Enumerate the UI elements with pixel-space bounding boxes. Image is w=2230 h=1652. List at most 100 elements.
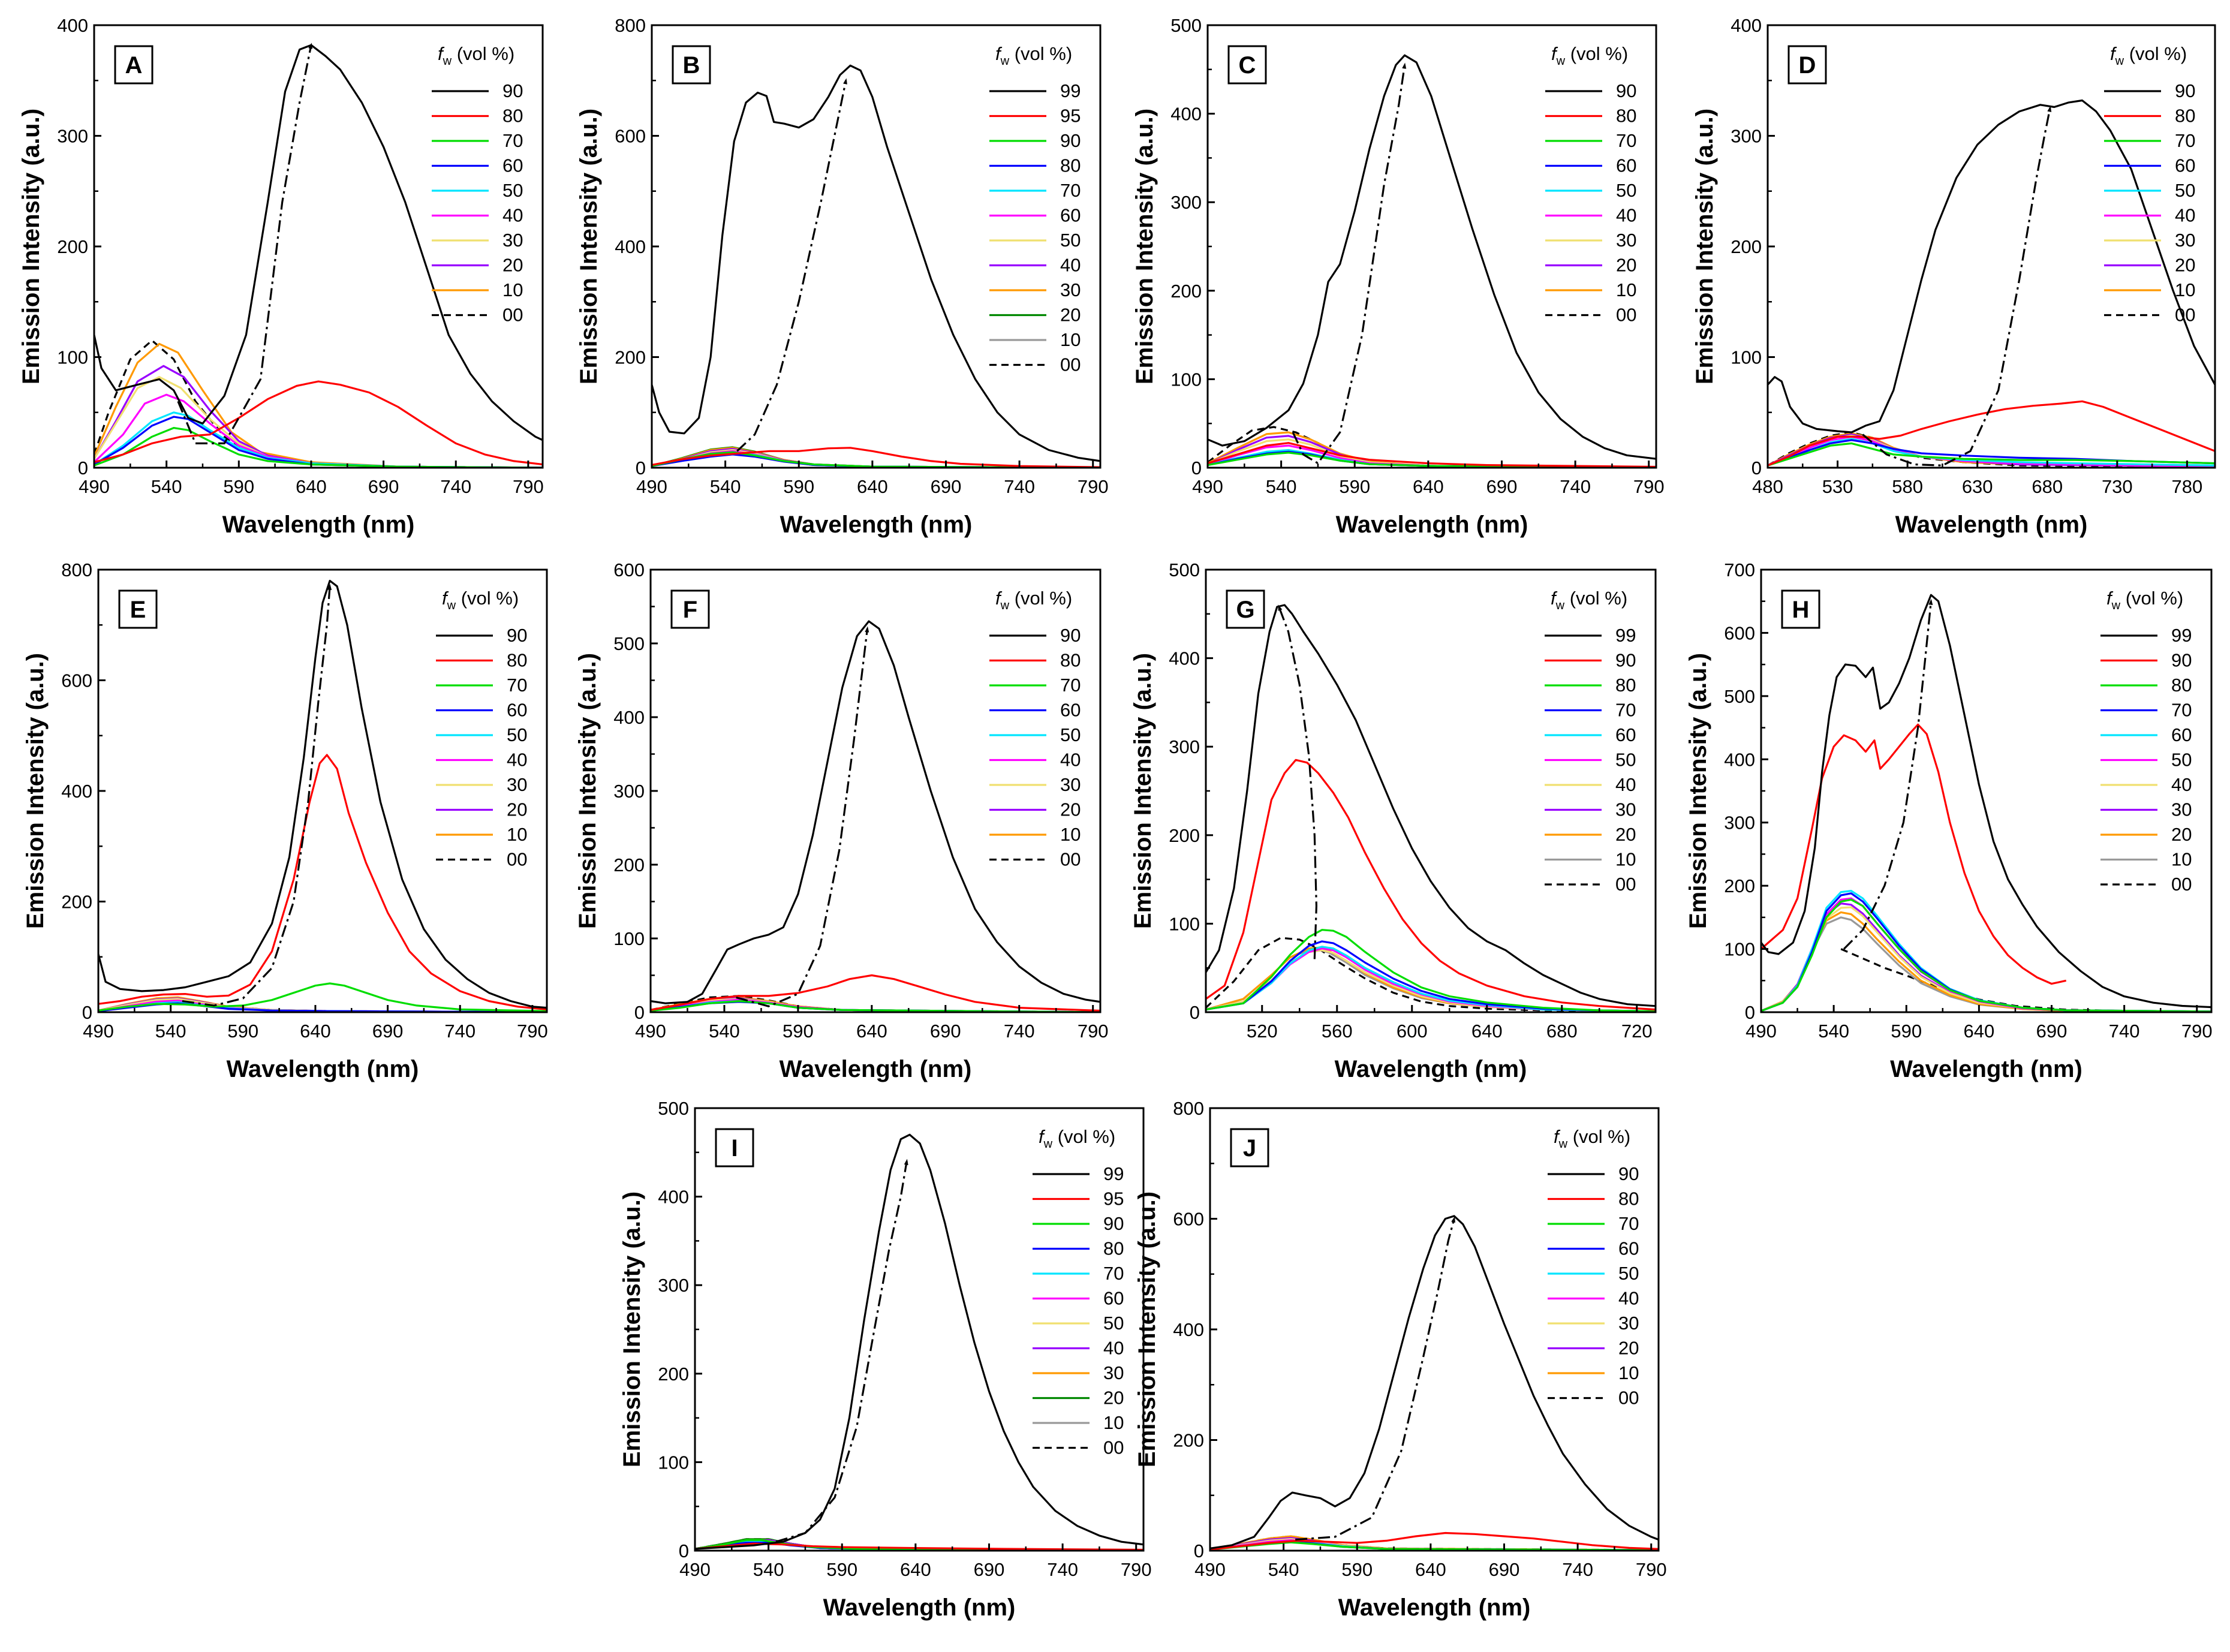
trend-arrow — [177, 43, 313, 444]
x-tick-label: 590 — [227, 1021, 258, 1042]
series-group — [1768, 99, 2215, 468]
x-tick-label: 790 — [1633, 476, 1665, 497]
y-tick-label: 0 — [679, 1540, 689, 1561]
series-group — [94, 44, 543, 468]
legend-label-80: 80 — [502, 106, 523, 127]
legend-label-30: 30 — [1618, 1313, 1639, 1334]
series-line-20 — [1761, 911, 2211, 1012]
legend-label-10: 10 — [2175, 279, 2195, 300]
y-tick-label: 100 — [1724, 939, 1755, 960]
series-line-90 — [98, 579, 547, 1009]
x-tick-label: 490 — [679, 1559, 711, 1580]
legend-label-20: 20 — [1616, 255, 1636, 276]
legend-label-30: 30 — [1615, 799, 1636, 820]
y-tick-label: 400 — [1731, 15, 1762, 36]
y-tick-label: 200 — [615, 347, 646, 368]
y-tick-label: 400 — [615, 236, 646, 257]
series-line-80 — [1768, 400, 2215, 467]
legend-label-00: 00 — [1616, 305, 1636, 326]
panel-E: 490 540 590 640 690 740 790 0 200 400 600 800 Wavele… — [22, 559, 548, 1082]
legend-label-90: 90 — [1060, 625, 1081, 646]
legend-label-70: 70 — [1616, 130, 1636, 151]
legend-label-50: 50 — [1103, 1313, 1124, 1334]
x-axis-title: Wavelength (nm) — [222, 511, 415, 538]
legend-label-20: 20 — [2175, 255, 2195, 276]
series-line-40 — [1768, 435, 2215, 468]
legend-label-10: 10 — [1616, 279, 1636, 300]
legend-label-60: 60 — [2171, 724, 2192, 745]
legend-label-40: 40 — [1060, 750, 1081, 771]
legend-label-99: 99 — [1615, 625, 1636, 646]
x-tick-label: 540 — [753, 1559, 784, 1580]
x-tick-label: 640 — [856, 1021, 887, 1042]
x-tick-label: 790 — [1636, 1559, 1667, 1580]
series-line-70 — [651, 1000, 1100, 1012]
x-tick-label: 690 — [974, 1559, 1005, 1580]
series-group — [652, 64, 1100, 468]
legend-label-20: 20 — [1060, 799, 1081, 820]
x-tick-label: 640 — [296, 476, 327, 497]
legend-label-50: 50 — [1615, 750, 1636, 771]
series-line-00 — [1206, 937, 1656, 1012]
x-axis-title: Wavelength (nm) — [227, 1056, 419, 1082]
x-tick-label: 790 — [1078, 1021, 1109, 1042]
legend-label-40: 40 — [1615, 774, 1636, 795]
legend-label-80: 80 — [1616, 106, 1636, 127]
y-tick-label: 0 — [636, 458, 646, 479]
y-tick-label: 800 — [1173, 1098, 1204, 1119]
legend-label-20: 20 — [502, 255, 523, 276]
series-line-40 — [1208, 444, 1656, 468]
legend-label-40: 40 — [502, 205, 523, 226]
x-tick-label: 680 — [2032, 476, 2063, 497]
x-tick-label: 530 — [1822, 476, 1853, 497]
y-axis-title: Emission Intensity (a.u.) — [1131, 109, 1158, 384]
series-line-40 — [94, 393, 543, 468]
legend-label-10: 10 — [1103, 1412, 1124, 1433]
series-group — [1210, 1215, 1659, 1551]
x-tick-label: 740 — [444, 1021, 476, 1042]
legend-title: fw (vol %) — [1039, 1126, 1115, 1151]
y-tick-label: 200 — [658, 1364, 689, 1385]
legend-label-30: 30 — [1060, 774, 1081, 795]
y-tick-label: 100 — [1169, 913, 1200, 934]
series-line-99 — [1206, 604, 1656, 1007]
legend-label-80: 80 — [1060, 155, 1081, 176]
x-tick-label: 640 — [1415, 1559, 1446, 1580]
legend-label-40: 40 — [1103, 1338, 1124, 1359]
panel-C: 490 540 590 640 690 740 790 0 100 200 300 400 500 Wav… — [1131, 15, 1665, 538]
legend-label-40: 40 — [1616, 205, 1636, 226]
series-group — [1206, 604, 1656, 1012]
trend-arrow — [1278, 604, 1318, 959]
x-tick-label: 690 — [368, 476, 399, 497]
x-tick-label: 690 — [1486, 476, 1518, 497]
legend-label-50: 50 — [1616, 180, 1636, 201]
y-tick-label: 100 — [1731, 347, 1762, 368]
legend-label-00: 00 — [1615, 874, 1636, 895]
panel-label: A — [125, 52, 143, 79]
y-axis-title: Emission Intensity (a.u.) — [1685, 653, 1711, 929]
x-tick-label: 540 — [710, 476, 741, 497]
trend-arrow — [182, 583, 332, 1007]
legend-label-30: 30 — [2171, 799, 2192, 820]
panel-label: D — [1799, 52, 1816, 79]
legend-label-00: 00 — [2171, 874, 2192, 895]
panel-label: J — [1243, 1135, 1256, 1161]
legend-label-70: 70 — [502, 130, 523, 151]
x-axis-title: Wavelength (nm) — [1890, 1056, 2082, 1082]
legend-label-00: 00 — [507, 849, 527, 870]
legend-label-80: 80 — [1615, 675, 1636, 696]
legend-label-20: 20 — [1060, 305, 1081, 326]
x-tick-label: 690 — [372, 1021, 404, 1042]
legend-label-70: 70 — [1103, 1263, 1124, 1284]
x-tick-label: 590 — [826, 1559, 857, 1580]
y-tick-label: 0 — [82, 1002, 92, 1023]
x-axis-title: Wavelength (nm) — [1895, 511, 2088, 538]
series-line-90 — [1768, 99, 2215, 434]
series-line-80 — [94, 380, 543, 466]
x-tick-label: 590 — [783, 476, 814, 497]
y-tick-label: 300 — [1170, 192, 1202, 213]
series-line-90 — [94, 44, 543, 441]
panel-label-box — [1227, 45, 1267, 85]
y-tick-label: 200 — [1169, 825, 1200, 846]
series-line-60 — [1768, 439, 2215, 467]
